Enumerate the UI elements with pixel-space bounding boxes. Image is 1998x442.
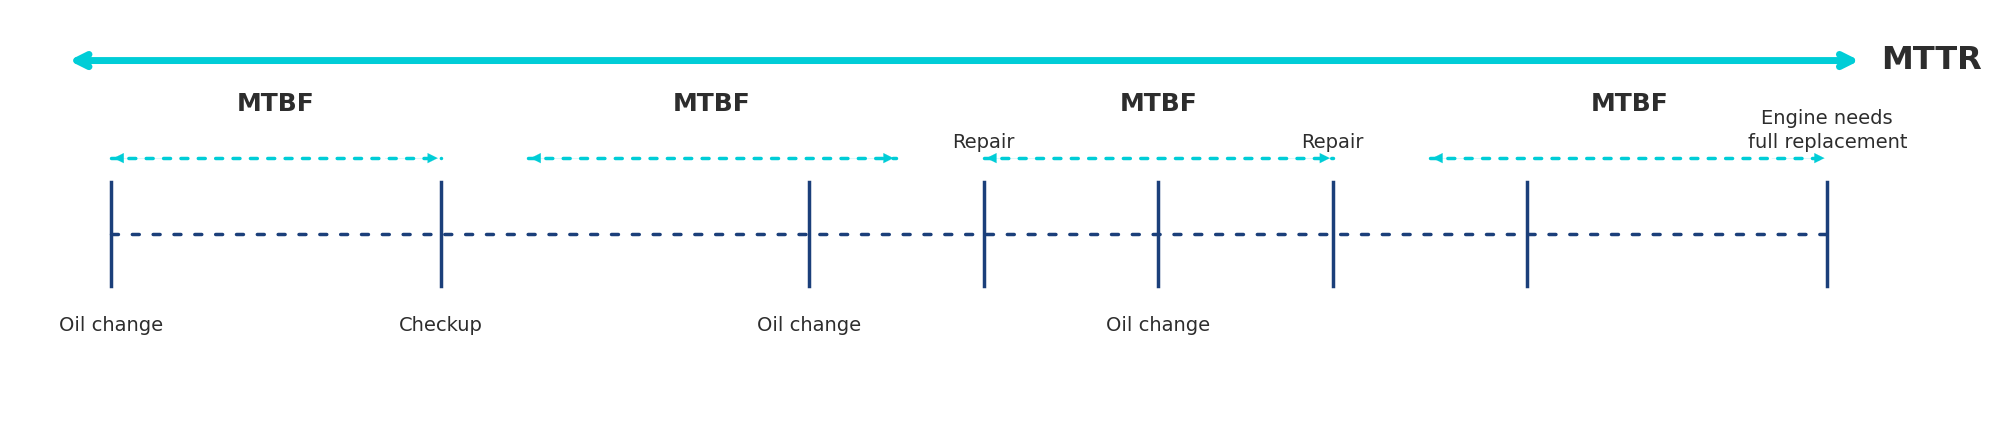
Text: MTBF: MTBF [673, 92, 751, 116]
Text: MTBF: MTBF [236, 92, 314, 116]
Text: Oil change: Oil change [757, 316, 861, 335]
Text: MTBF: MTBF [1119, 92, 1197, 116]
Text: MTTR: MTTR [1880, 45, 1982, 76]
Text: Oil change: Oil change [58, 316, 162, 335]
Text: Oil change: Oil change [1105, 316, 1209, 335]
Text: Repair: Repair [1301, 133, 1363, 152]
Text: Engine needs
full replacement: Engine needs full replacement [1746, 109, 1906, 152]
Text: Repair: Repair [951, 133, 1015, 152]
Text: Checkup: Checkup [398, 316, 482, 335]
Text: MTBF: MTBF [1590, 92, 1668, 116]
